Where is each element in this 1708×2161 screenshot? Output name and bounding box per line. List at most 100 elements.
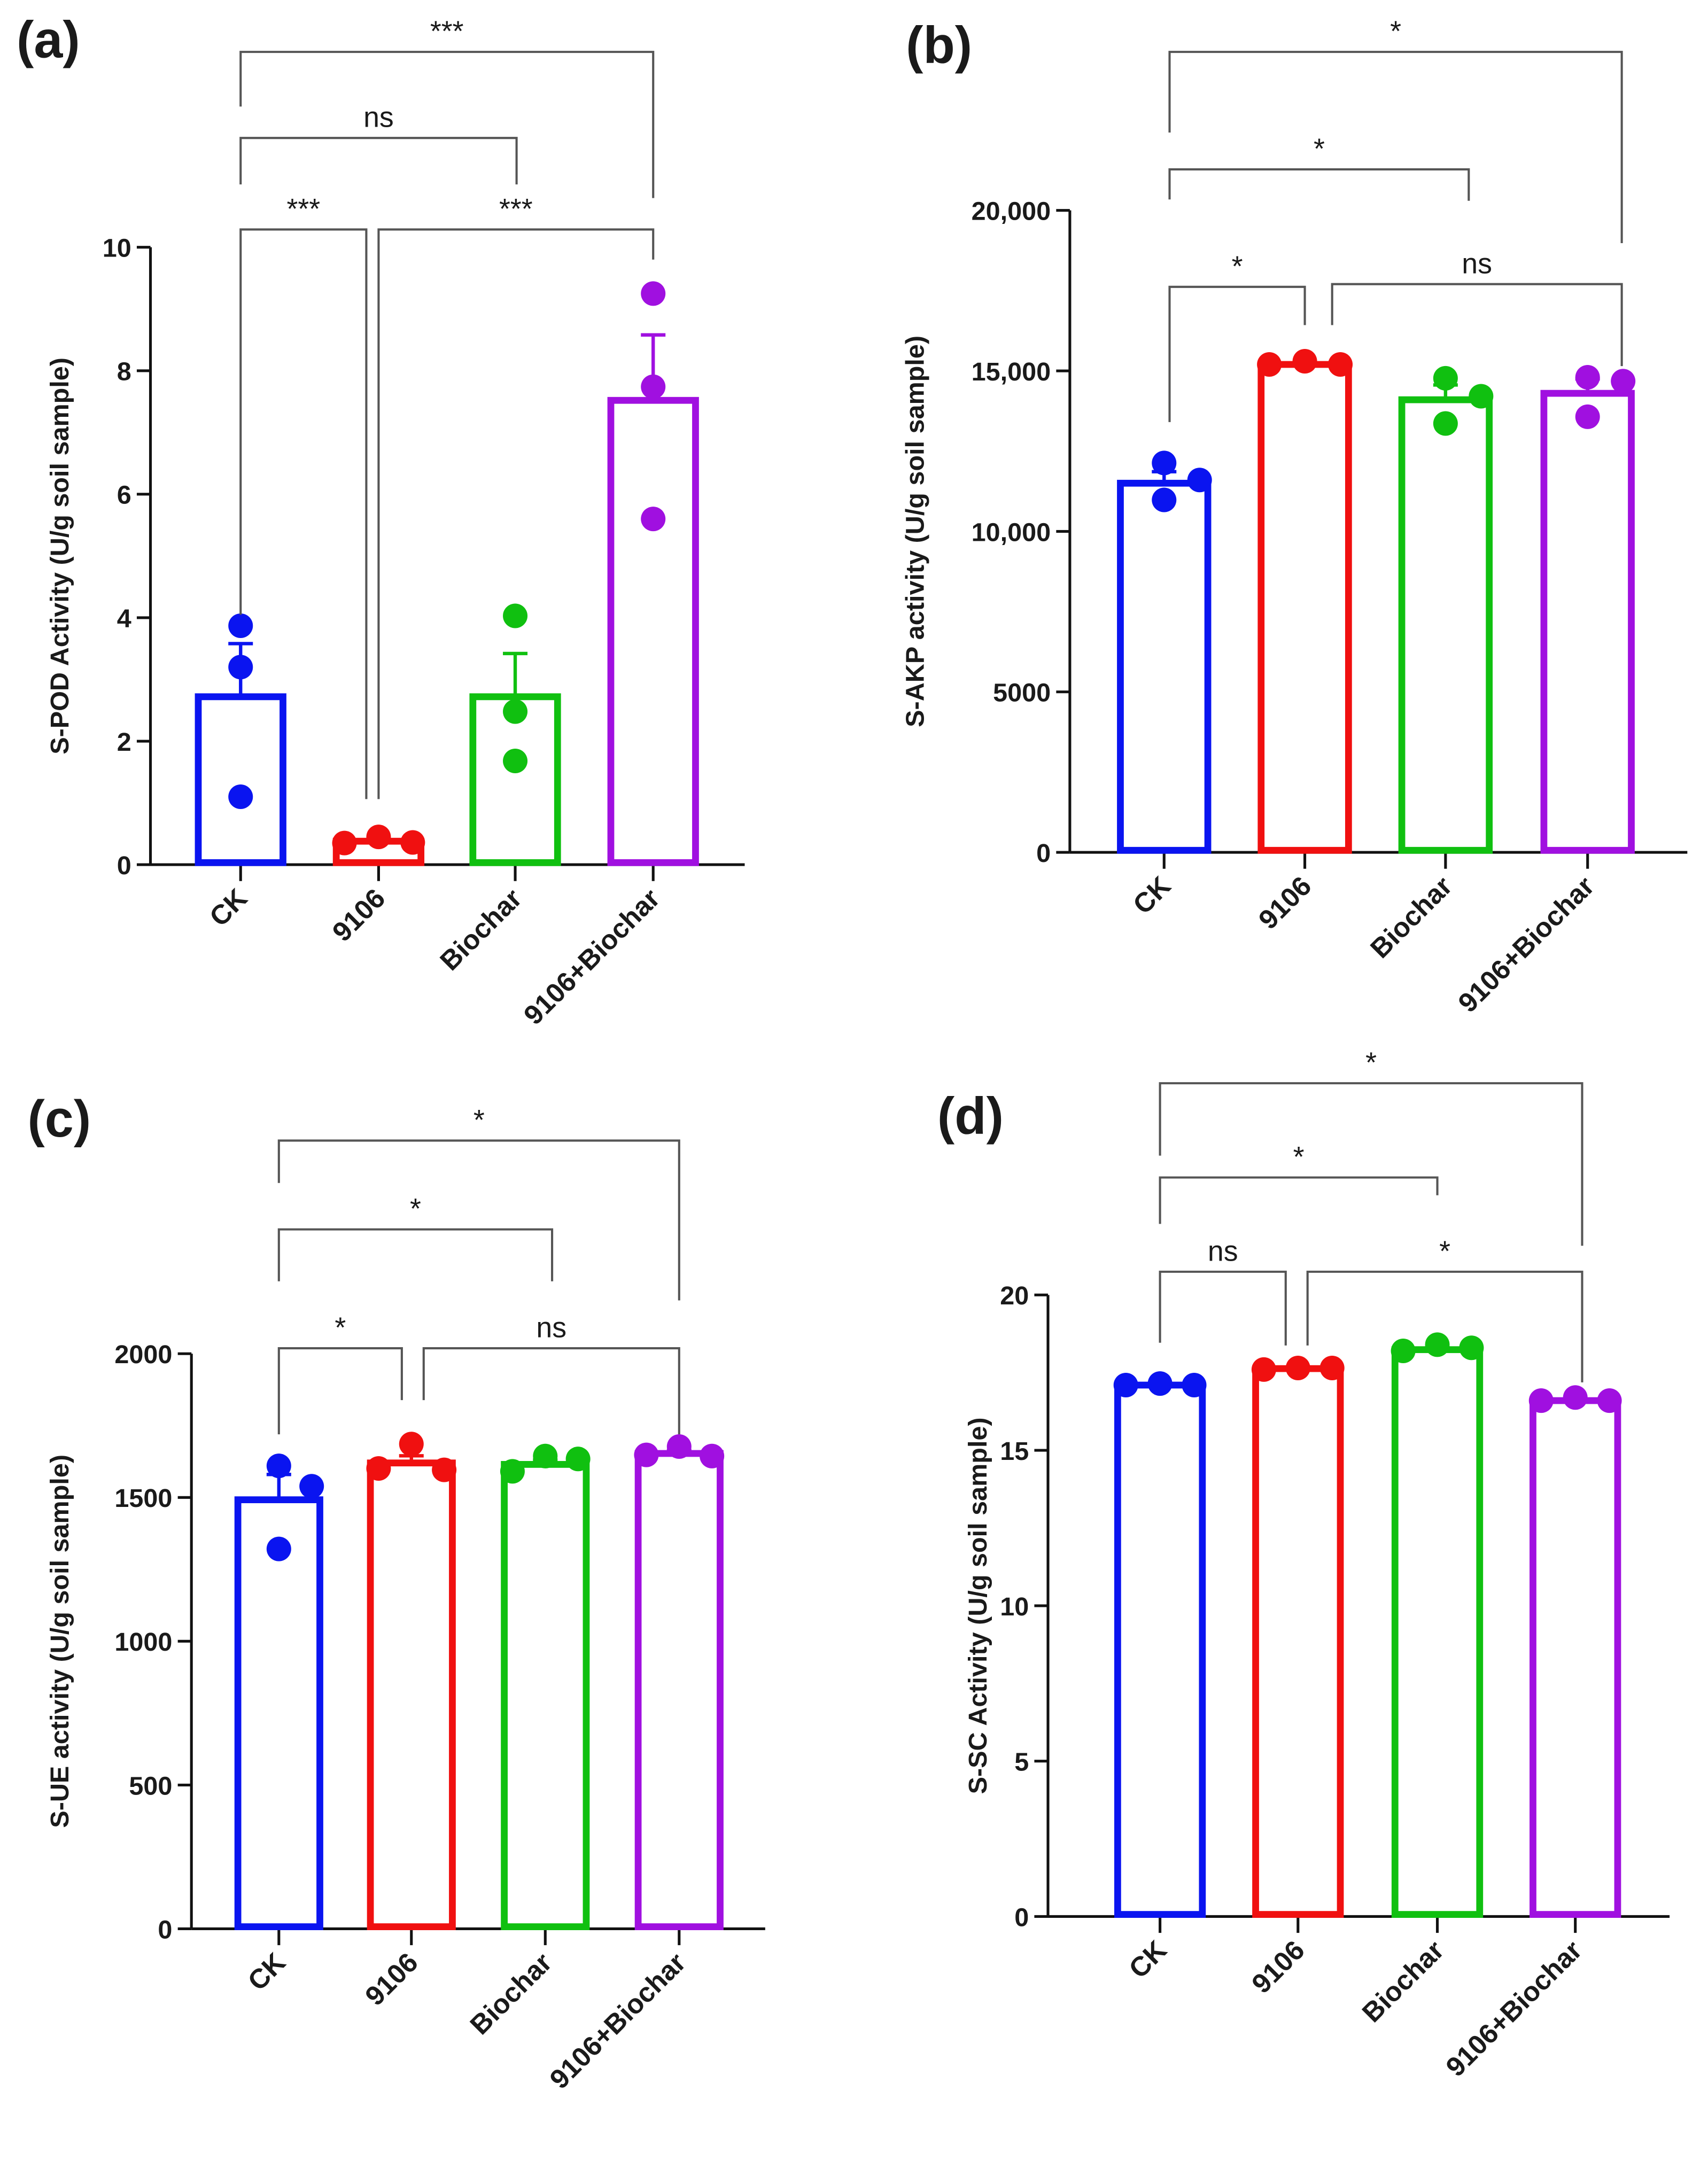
data-point — [1433, 366, 1458, 391]
significance-label: * — [473, 1104, 485, 1136]
data-point — [503, 748, 528, 774]
significance-bracket — [277, 1139, 680, 1301]
significance-label: *** — [430, 15, 464, 48]
data-point — [1469, 384, 1494, 409]
data-point — [1328, 352, 1353, 377]
data-point — [1575, 404, 1600, 429]
significance-label: * — [1439, 1235, 1450, 1267]
data-point — [266, 1453, 291, 1479]
significance-bracket — [239, 228, 368, 799]
significance-label: * — [410, 1193, 421, 1225]
x-tick-label: Biochar — [1364, 870, 1458, 964]
data-point — [332, 830, 357, 856]
y-tick-label: 4 — [117, 604, 131, 633]
data-point — [641, 374, 666, 399]
data-point — [1187, 468, 1212, 493]
significance-bracket — [1159, 1176, 1439, 1224]
significance-label: ns — [536, 1312, 566, 1344]
significance-bracket — [277, 1228, 554, 1281]
y-tick-label: 20 — [1000, 1281, 1029, 1310]
data-point — [641, 281, 666, 306]
significance-bracket — [1168, 285, 1306, 422]
panel-label: (a) — [17, 10, 80, 68]
bar-ck — [1117, 479, 1212, 854]
significance-bracket — [422, 1347, 680, 1435]
data-point — [1563, 1385, 1588, 1410]
data-point — [1147, 1371, 1173, 1396]
bar-9106 — [1252, 1365, 1344, 1918]
data-point — [1391, 1339, 1416, 1364]
x-tick-label: CK — [1127, 870, 1177, 920]
significance-label: *** — [499, 193, 533, 225]
y-axis-label: S-SC Activity (U/g soil sample) — [964, 1417, 992, 1794]
significance-bracket — [277, 1347, 403, 1435]
bar-biochar — [1391, 1346, 1484, 1918]
x-tick-label: 9106 — [1246, 1934, 1310, 1999]
data-point — [400, 830, 425, 855]
data-point — [1459, 1335, 1484, 1361]
significance-label: * — [1365, 1047, 1377, 1079]
bar-9106-biochar — [1540, 390, 1635, 854]
bar-9106-biochar — [607, 397, 699, 866]
significance-bracket — [1159, 1270, 1287, 1346]
significance-label: * — [335, 1312, 346, 1344]
y-tick-label: 0 — [1014, 1903, 1029, 1932]
y-tick-label: 0 — [1036, 839, 1051, 868]
data-point — [228, 613, 253, 638]
panel-c: (c) 0 500 1000 1500 2000 S-UE activity (U/g so… — [27, 1090, 765, 2095]
data-point — [503, 603, 528, 628]
data-point — [641, 507, 666, 532]
bar-biochar — [501, 1461, 590, 1930]
data-point — [565, 1447, 591, 1472]
bar-9106-biochar — [634, 1450, 724, 1930]
y-tick-label: 0 — [117, 851, 131, 880]
y-tick-label: 2 — [117, 728, 131, 757]
data-point — [1611, 369, 1636, 394]
x-tick-label: 9106 — [1253, 870, 1317, 935]
data-point — [1433, 411, 1458, 436]
data-point — [1292, 348, 1317, 374]
data-point — [1528, 1388, 1554, 1413]
y-tick-label: 6 — [117, 481, 131, 510]
bar-ck — [1114, 1381, 1206, 1918]
y-axis-label: S-POD Activity (U/g soil sample) — [45, 357, 74, 755]
x-tick-label: 9106+Biochar — [544, 1947, 692, 2094]
bar-9106-biochar — [1530, 1397, 1621, 1918]
significance-bracket — [1168, 51, 1623, 244]
x-tick-label: Biochar — [464, 1947, 558, 2040]
significance-label: * — [1314, 133, 1325, 165]
x-tick-label: CK — [242, 1947, 291, 1996]
x-tick-label: CK — [204, 883, 253, 932]
significance-label: ns — [1208, 1235, 1238, 1267]
data-point — [700, 1443, 725, 1468]
y-tick-label: 0 — [158, 1915, 172, 1944]
significance-bracket — [239, 51, 655, 198]
panel-a: (a) 0 2 4 6 8 10 S-POD Activity (U/g soil sampl… — [17, 10, 745, 1030]
data-point — [432, 1457, 457, 1482]
significance-label: * — [1293, 1141, 1305, 1173]
panel-d: (d) 0 5 10 15 20 S-SC Activity (U/g soil sampl… — [937, 1047, 1670, 2082]
data-point — [1319, 1355, 1345, 1381]
y-tick-label: 1000 — [114, 1628, 172, 1657]
bar-ck — [195, 693, 286, 866]
x-tick-label: 9106+Biochar — [1440, 1934, 1587, 2082]
y-tick-label: 15,000 — [972, 357, 1051, 386]
significance-bracket — [1168, 168, 1470, 201]
data-point — [1182, 1372, 1207, 1397]
data-point — [228, 655, 253, 680]
data-point — [1257, 352, 1282, 377]
y-axis-label: S-UE activity (U/g soil sample) — [45, 1455, 74, 1828]
data-point — [366, 825, 391, 850]
data-point — [228, 784, 253, 810]
panel-b: (b) 0 5000 10,000 15,000 20,000 S-AKP activity… — [900, 15, 1688, 1018]
x-tick-label: Biochar — [434, 883, 527, 976]
data-point — [503, 699, 528, 724]
panel-label: (c) — [27, 1090, 91, 1148]
bar-9106 — [367, 1459, 456, 1930]
significance-label: *** — [286, 193, 320, 225]
data-point — [1285, 1355, 1310, 1381]
bar-9106 — [1257, 361, 1352, 854]
data-point — [500, 1459, 525, 1484]
bar-biochar — [1398, 396, 1493, 854]
